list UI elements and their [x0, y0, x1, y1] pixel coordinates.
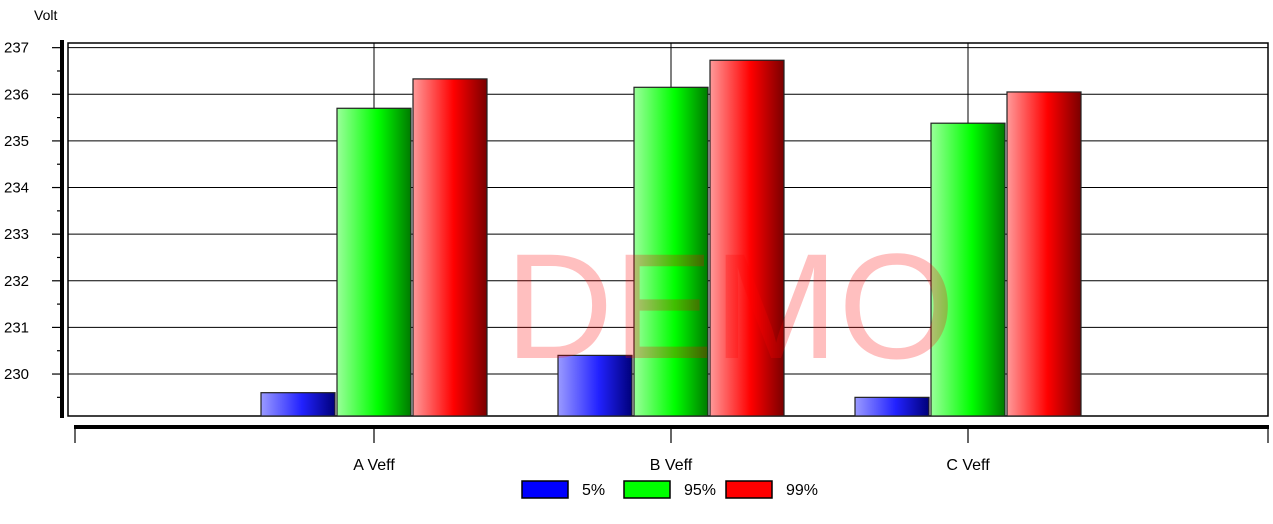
watermark: DEMO	[505, 222, 955, 390]
y-tick-label: 235	[4, 133, 29, 150]
bar	[260, 392, 336, 417]
y-tick-label: 234	[4, 180, 29, 197]
x-tick-label: A Veff	[353, 457, 395, 474]
y-tick-label: 236	[4, 86, 29, 103]
bar	[633, 86, 709, 417]
axes: 230 231 232 233 234 235 236 237 A Veff B Veff C Ve…	[4, 40, 1269, 474]
bar	[1006, 91, 1082, 417]
legend-swatch	[521, 480, 569, 499]
bar	[557, 354, 633, 417]
legend-label: 99%	[786, 482, 818, 499]
legend: 5% 95% 99%	[521, 480, 818, 499]
legend-label: 95%	[684, 482, 716, 499]
y-tick-label: 237	[4, 40, 29, 57]
bar	[709, 59, 785, 417]
y-tick-label: 232	[4, 273, 29, 290]
y-axis-label: Volt	[34, 7, 57, 23]
legend-label: 5%	[582, 482, 605, 499]
bar	[412, 78, 488, 417]
bar	[930, 122, 1006, 417]
bar	[336, 107, 412, 417]
y-tick-label: 233	[4, 226, 29, 243]
legend-swatch	[725, 480, 773, 499]
y-tick-label: 231	[4, 319, 29, 336]
legend-swatch	[623, 480, 671, 499]
x-tick-label: C Veff	[946, 457, 990, 474]
x-tick-label: B Veff	[650, 457, 693, 474]
y-tick-label: 230	[4, 366, 29, 383]
bars	[260, 59, 1082, 417]
bar	[854, 396, 930, 417]
